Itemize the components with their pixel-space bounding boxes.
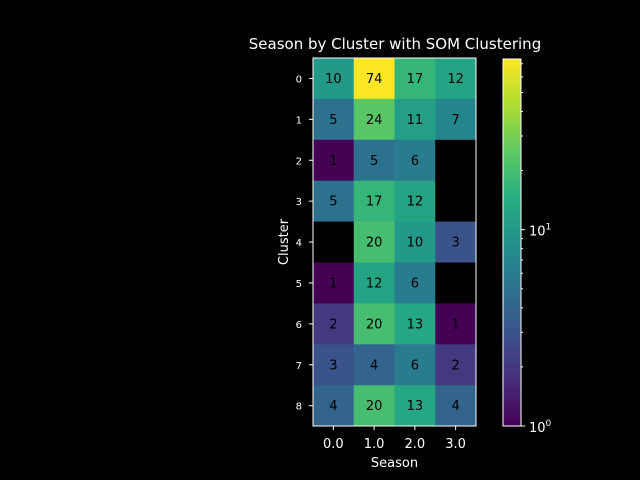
heatmap-cell	[313, 58, 355, 100]
cell-value-label: 5	[329, 113, 337, 128]
y-tick-label: 8	[296, 402, 302, 413]
heatmap-cell	[435, 180, 477, 222]
heatmap-cell	[435, 58, 477, 100]
cell-value-label: 1	[329, 276, 337, 291]
heatmap-cell	[394, 58, 436, 100]
cell-value-label: 11	[407, 113, 424, 128]
heatmap-cell	[313, 221, 355, 263]
chart-title: Season by Cluster with SOM Clustering	[249, 35, 541, 53]
cell-value-label: 5	[370, 154, 378, 169]
y-tick-label: 5	[296, 279, 302, 290]
y-tick-label: 1	[296, 115, 302, 126]
heatmap-cell	[353, 262, 395, 304]
x-tick-label: 1.0	[364, 437, 385, 452]
y-tick-label: 3	[296, 197, 302, 208]
cell-value-label: 4	[451, 399, 459, 414]
cell-value-label: 7	[451, 113, 459, 128]
heatmap-cell	[394, 98, 436, 141]
colorbar-tick-label: 101	[529, 223, 551, 240]
heatmap-cell	[394, 139, 436, 182]
cell-value-label: 13	[407, 317, 424, 332]
heatmap-cell	[435, 344, 477, 386]
heatmap-cell	[353, 58, 395, 100]
colorbar-tick-label: 100	[529, 419, 552, 436]
heatmap-cell	[435, 385, 477, 427]
cell-value-label: 6	[411, 154, 419, 169]
heatmap-cell	[435, 139, 477, 182]
cell-value-label: 2	[451, 358, 459, 373]
cell-value-label: 20	[366, 236, 383, 251]
cell-value-label: 13	[407, 399, 424, 414]
heatmap-cell	[353, 221, 395, 263]
cell-value-label: 74	[366, 72, 383, 87]
heatmap-cell	[394, 262, 436, 304]
y-tick-label: 4	[296, 238, 302, 249]
heatmap-cell	[394, 385, 436, 427]
heatmap-cell	[435, 303, 477, 345]
cell-value-label: 17	[407, 72, 424, 87]
cell-value-label: 17	[366, 195, 383, 210]
heatmap-cell	[394, 221, 436, 263]
heatmap-cell	[435, 262, 477, 304]
heatmap-cell	[313, 303, 355, 345]
heatmap-cell	[353, 139, 395, 182]
x-tick-label: 2.0	[405, 437, 426, 452]
colorbar-ticks: 100 101	[521, 63, 552, 436]
cell-value-label: 12	[366, 276, 383, 291]
heatmap-cell	[353, 180, 395, 222]
cell-value-label: 24	[366, 113, 383, 128]
heatmap-cell	[313, 344, 355, 386]
cell-value-label: 3	[451, 236, 459, 251]
colorbar	[502, 58, 522, 427]
cell-value-label: 2	[329, 317, 337, 332]
heatmap-cells	[313, 58, 477, 427]
heatmap-cell	[353, 98, 395, 141]
heatmap-cell	[313, 139, 355, 182]
heatmap-cell	[313, 262, 355, 304]
cell-value-label: 6	[411, 276, 419, 291]
cell-value-label: 12	[407, 195, 424, 210]
cell-value-label: 5	[329, 195, 337, 210]
y-tick-label: 0	[296, 74, 302, 85]
heatmap-cell	[435, 98, 477, 141]
cell-value-label: 1	[329, 154, 337, 169]
cell-value-label: 20	[366, 399, 383, 414]
cell-value-label: 3	[329, 358, 337, 373]
x-axis-ticks: 0.0 1.0 2.0 3.0	[323, 426, 466, 452]
heatmap-cell	[394, 180, 436, 222]
x-axis-label: Season	[371, 456, 418, 471]
x-tick-label: 0.0	[323, 437, 344, 452]
cell-value-label: 4	[370, 358, 378, 373]
heatmap-cell	[313, 98, 355, 141]
cell-value-label: 10	[325, 72, 342, 87]
x-tick-label: 3.0	[445, 437, 466, 452]
heatmap-cell	[353, 344, 395, 386]
heatmap-cell	[435, 221, 477, 263]
heatmap-cell	[353, 385, 395, 427]
cell-value-label: 10	[407, 236, 424, 251]
heatmap-cell	[394, 303, 436, 345]
y-tick-label: 6	[296, 320, 302, 331]
heatmap-cell	[394, 344, 436, 386]
heatmap-cell	[313, 385, 355, 427]
cell-value-label: 6	[411, 358, 419, 373]
heatmap-cell	[313, 180, 355, 222]
y-tick-label: 2	[296, 156, 302, 167]
cell-value-label: 12	[447, 72, 464, 87]
y-axis-ticks: 0 1 2 3 4 5 6 7 8	[296, 74, 313, 413]
cell-value-label: 4	[329, 399, 337, 414]
cell-value-label: 1	[451, 317, 459, 332]
y-axis-label: Cluster	[277, 218, 292, 265]
cell-value-label: 20	[366, 317, 383, 332]
y-tick-label: 7	[296, 361, 302, 372]
heatmap-cell	[353, 303, 395, 345]
